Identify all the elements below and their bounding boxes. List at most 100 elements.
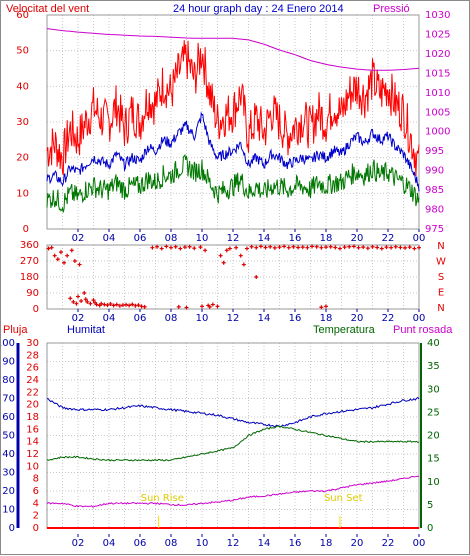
x-tick-label: 06 [134, 538, 147, 549]
direction-point [272, 245, 277, 250]
x-tick-label: 08 [165, 313, 178, 324]
direction-point [365, 246, 370, 251]
sunrise-label: Sun Rise [141, 493, 184, 504]
right-tick-label: 1005 [425, 107, 450, 118]
direction-point [221, 260, 226, 265]
direction-point [258, 244, 263, 249]
right-tick-label: 1010 [425, 88, 450, 99]
rain-tick-label: 40 [2, 449, 15, 460]
x-tick-label: 10 [196, 313, 209, 324]
x-tick-label: 22 [382, 313, 395, 324]
right-tick-label: 30 [427, 384, 440, 395]
direction-point [314, 244, 319, 249]
direction-point [155, 244, 160, 249]
direction-point [241, 262, 246, 267]
direction-point [184, 305, 189, 310]
direction-point [65, 253, 70, 258]
direction-point [69, 248, 74, 253]
direction-point [296, 245, 301, 250]
x-tick-label: 18 [320, 538, 333, 549]
temp-tick-label: 24 [26, 375, 39, 386]
direction-point [133, 303, 138, 308]
left-tick-label: 180 [20, 272, 39, 283]
direction-point [254, 275, 259, 279]
page-title: 24 hour graph day : 24 Enero 2014 [173, 3, 344, 15]
x-tick-label: 22 [382, 538, 395, 549]
humidity-label: Humitat [67, 324, 105, 336]
direction-point [169, 245, 173, 250]
direction-point [108, 302, 113, 307]
direction-point [200, 304, 204, 309]
x-tick-label: 10 [196, 538, 209, 549]
direction-point [52, 253, 57, 258]
direction-point [218, 253, 223, 258]
left-tick-label: 90 [26, 288, 39, 299]
direction-point [370, 244, 375, 249]
x-tick-label: 14 [258, 313, 271, 324]
direction-point [337, 246, 342, 251]
left-tick-label: 30 [16, 117, 29, 128]
series-average-line [46, 111, 420, 192]
left-tick-label: 50 [16, 46, 29, 57]
x-tick-label: 12 [227, 538, 240, 549]
direction-point [49, 245, 54, 250]
x-tick-label: 00 [413, 538, 426, 549]
direction-point [178, 246, 183, 251]
direction-point [173, 244, 178, 249]
rain-tick-label: 50 [2, 431, 15, 442]
x-tick-label: 18 [320, 313, 333, 324]
x-tick-label: 16 [289, 233, 302, 244]
x-tick-label: 06 [134, 313, 147, 324]
direction-point [142, 304, 147, 309]
compass-label: W [436, 257, 446, 268]
direction-point [136, 303, 141, 308]
direction-point [82, 291, 87, 295]
direction-point [342, 245, 347, 250]
left-tick-label: 0 [23, 224, 29, 235]
x-tick-label: 02 [72, 538, 85, 549]
direction-point [347, 244, 352, 249]
compass-label: N [437, 303, 444, 314]
direction-point [88, 301, 93, 306]
x-tick-label: 02 [72, 233, 85, 244]
x-tick-label: 20 [351, 538, 364, 549]
right-tick-label: 1020 [425, 49, 450, 60]
direction-point [412, 246, 417, 251]
direction-point [198, 245, 203, 250]
direction-point [398, 245, 403, 250]
right-tick-label: 15 [427, 454, 440, 465]
temp-tick-label: 28 [26, 350, 39, 361]
left-tick-label: 60 [16, 10, 29, 21]
series-humidity-line [46, 396, 420, 428]
direction-point [187, 244, 192, 249]
rain-label: Pluja [3, 324, 28, 336]
right-tick-label: 25 [427, 407, 440, 418]
direction-point [324, 245, 328, 250]
x-tick-label: 08 [165, 538, 178, 549]
direction-point [356, 245, 361, 250]
direction-point [46, 246, 51, 251]
direction-point [105, 303, 110, 308]
humidity-temperature-chart: 0102030405060708090100024681012141618202… [1, 338, 440, 549]
direction-point [319, 305, 324, 310]
right-tick-label: 20 [427, 431, 440, 442]
direction-point [351, 244, 356, 249]
rain-tick-label: 0 [9, 523, 15, 534]
direction-point [58, 250, 63, 255]
direction-point [227, 246, 232, 251]
right-tick-label: 1000 [425, 127, 450, 138]
left-tick-label: 360 [20, 240, 39, 251]
direction-point [55, 257, 60, 262]
x-tick-label: 00 [413, 313, 426, 324]
direction-point [114, 302, 119, 307]
direction-point [300, 245, 305, 250]
direction-point [375, 245, 380, 250]
direction-point [164, 244, 169, 249]
direction-point [207, 304, 212, 309]
direction-point [305, 245, 310, 250]
x-tick-label: 04 [103, 538, 116, 549]
direction-point [282, 244, 287, 249]
x-tick-label: 14 [258, 538, 271, 549]
